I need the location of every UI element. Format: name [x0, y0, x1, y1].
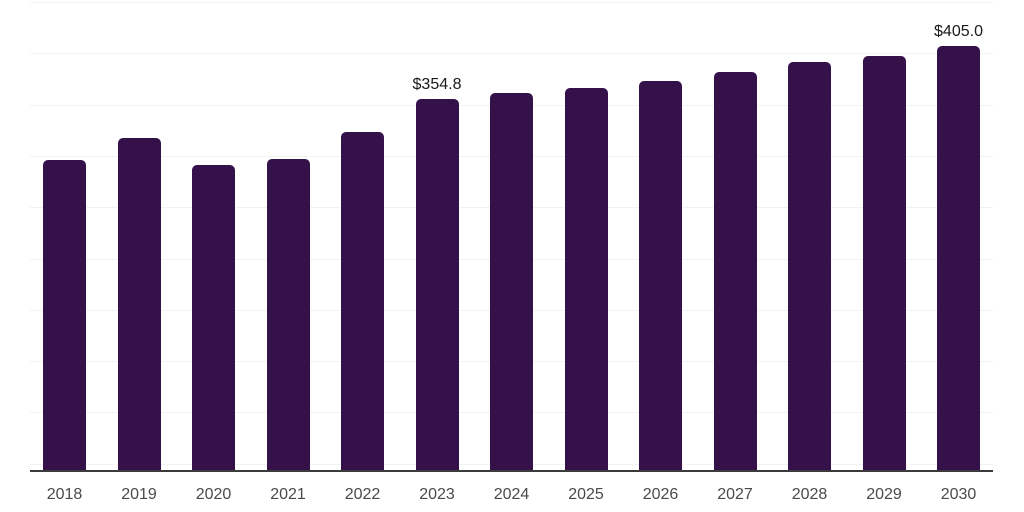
bar-2022	[341, 131, 384, 470]
bar-2023: $354.8	[413, 76, 461, 470]
x-tick-2024: 2024	[493, 486, 530, 503]
x-tick-2022: 2022	[344, 486, 381, 503]
bar-2018	[43, 160, 86, 470]
gridline	[30, 53, 993, 55]
bar-2025	[564, 87, 608, 470]
value-label-2023: $354.8	[412, 75, 462, 93]
x-tick-2019: 2019	[121, 486, 157, 503]
x-tick-2020: 2020	[195, 486, 232, 503]
x-tick-2027: 2027	[717, 486, 753, 503]
bar-2029	[862, 55, 906, 470]
bar-2024	[490, 92, 533, 470]
bar-2021	[266, 158, 310, 470]
bar-2030: $405.0	[934, 23, 983, 470]
x-tick-2018: 2018	[46, 486, 83, 503]
plot-area: $354.8 $405.0	[30, 0, 993, 470]
bar-2026	[639, 81, 682, 470]
x-tick-2021: 2021	[270, 486, 306, 503]
value-label-2030: $405.0	[934, 23, 983, 41]
x-tick-2028: 2028	[791, 486, 828, 503]
bars-container: $354.8 $405.0	[30, 0, 993, 470]
bar-2020	[192, 165, 235, 470]
bar-2027	[713, 72, 757, 470]
x-tick-2029: 2029	[866, 486, 902, 503]
x-tick-2026: 2026	[642, 486, 679, 503]
gridline	[30, 2, 993, 3]
bar-2019	[117, 138, 161, 470]
x-tick-2030: 2030	[940, 486, 977, 503]
x-axis-line	[30, 470, 993, 472]
x-tick-2023: 2023	[419, 486, 455, 503]
x-tick-2025: 2025	[568, 486, 604, 503]
bar-2028	[788, 62, 831, 470]
x-axis-labels: 2018 2019 2020 2021 2022 2023 2024 2025 2026 2027…	[30, 486, 993, 504]
